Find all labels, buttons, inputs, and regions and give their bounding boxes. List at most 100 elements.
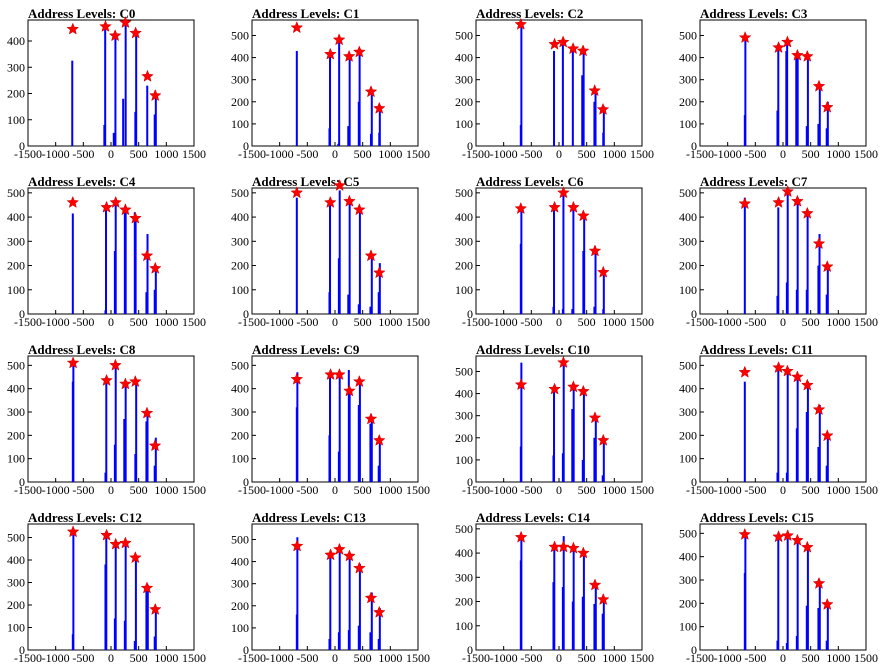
y-tick-label: 400 [231,210,249,224]
peak-marker [290,372,304,385]
y-tick-label: 400 [455,210,473,224]
histogram-bar [806,545,809,650]
peak-marker [364,412,378,425]
peak-marker [738,31,752,44]
x-tick-label: 0 [780,147,786,161]
y-tick-label: 300 [679,73,697,87]
histogram-bar [124,22,127,146]
x-tick-label: -1000 [714,651,742,665]
x-tick-label: -500 [520,147,542,161]
histogram-bar [743,381,746,482]
peak-marker [588,578,602,591]
y-tick-label: 400 [7,382,25,396]
histogram-bar [347,126,350,146]
x-tick-label: 1000 [602,147,626,161]
panel-title: Address Levels: C5 [252,174,360,189]
y-tick-label: 200 [231,259,249,273]
plot-frame [251,355,419,483]
histogram-bar [72,363,75,482]
peak-marker [812,403,826,416]
histogram-bar [329,202,332,314]
peak-marker [812,79,826,92]
x-tick-label: 500 [578,651,596,665]
x-tick-label: 500 [130,651,148,665]
x-tick-label: -1000 [266,651,294,665]
x-tick-label: 1500 [182,483,206,497]
x-tick-label: 500 [130,315,148,329]
peak-marker [548,37,561,50]
y-tick-label: 500 [455,522,473,536]
histogram-bar [153,636,156,650]
peak-marker [343,194,356,207]
x-tick-label: -1500 [462,483,490,497]
x-tick-label: 1500 [182,147,206,161]
histogram-bar [818,582,821,650]
panel-title: Address Levels: C12 [28,510,142,525]
peak-marker [791,48,804,61]
peak-marker [812,576,826,589]
x-tick-label: -1500 [686,147,714,161]
histogram-bar [817,123,820,146]
y-tick-label: 400 [679,51,697,65]
y-tick-label: 300 [7,234,25,248]
peak-marker [352,45,366,58]
plot-frame [27,355,195,483]
peak-marker [800,206,814,219]
peak-marker [332,33,346,46]
plot-frame [475,355,643,483]
histogram-bar [806,381,809,482]
x-tick-label: 0 [332,147,338,161]
peak-marker [820,260,834,273]
x-tick-label: 500 [354,651,372,665]
histogram-bar [594,584,597,650]
histogram-bar [572,384,575,482]
x-tick-label: -500 [744,147,766,161]
peak-marker [548,200,561,213]
y-tick-label: 100 [7,283,25,297]
histogram-bar [296,372,299,482]
x-tick-label: 1500 [630,483,654,497]
y-tick-label: 100 [679,283,697,297]
panel-title: Address Levels: C2 [476,6,583,21]
peak-marker [772,40,785,54]
histogram-bar [826,265,829,314]
x-tick-label: -500 [744,483,766,497]
y-tick-label: 400 [679,382,697,396]
peak-marker [343,384,356,397]
x-tick-label: 1000 [154,651,178,665]
y-tick-label: 100 [7,621,25,635]
plot-frame [475,523,643,651]
y-tick-label: 500 [679,526,697,540]
y-tick-label: 500 [7,358,25,372]
peak-marker [781,184,795,198]
histogram-bar [826,603,829,650]
peak-marker [364,85,378,98]
x-tick-label: 500 [354,147,372,161]
histogram-bar [369,632,372,650]
histogram-bar [594,251,597,314]
x-tick-label: 0 [332,315,338,329]
histogram-bar [593,603,596,650]
y-tick-label: 100 [679,452,697,466]
x-tick-label: -1500 [462,315,490,329]
peak-marker [514,530,528,543]
peak-marker [567,541,580,554]
peak-marker [99,19,112,32]
panel-title: Address Levels: C11 [700,342,813,357]
y-tick-label: 300 [455,73,473,87]
x-tick-label: -500 [520,651,542,665]
y-tick-label: 400 [679,210,697,224]
y-tick-label: 100 [231,283,249,297]
y-tick-label: 200 [231,95,249,109]
y-tick-label: 200 [679,259,697,273]
peak-marker [566,42,580,55]
peak-marker [588,244,602,257]
histogram-bar [583,214,586,314]
peak-marker [596,265,610,278]
peak-marker [820,429,834,442]
y-tick-label: 500 [231,28,249,42]
panel-15: Address Levels: C15 -1500 -1000 -500 0 500 100… [679,510,878,665]
peak-marker [100,373,113,386]
peak-marker [548,382,561,395]
